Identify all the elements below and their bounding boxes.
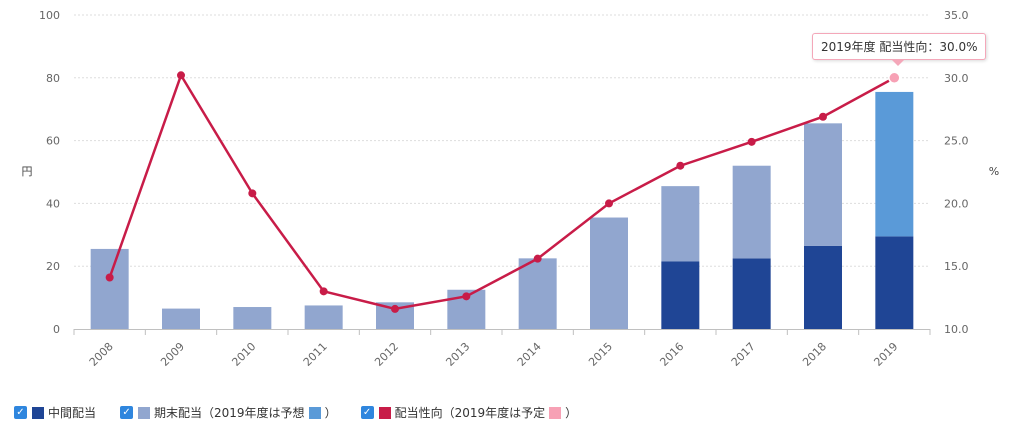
legend: ✓ 中間配当 ✓ 期末配当（2019年度は予想 ） ✓ 配当性向（2019年度は… <box>14 404 601 421</box>
y-tick-right: 20.0 <box>944 197 969 210</box>
legend-label: 中間配当 <box>48 406 97 420</box>
x-tick-label: 2008 <box>87 340 116 369</box>
y-tick-right: 25.0 <box>944 135 969 148</box>
y-tick-left: 20 <box>46 260 60 273</box>
x-tick-label: 2015 <box>586 340 615 369</box>
bar-segment[interactable] <box>162 308 200 329</box>
bar-segment[interactable] <box>804 123 842 246</box>
x-tick-label: 2011 <box>301 340 330 369</box>
y-tick-left: 80 <box>46 72 60 85</box>
x-tick-label: 2018 <box>800 340 829 369</box>
x-tick-label: 2017 <box>729 340 758 369</box>
y-tick-right: 30.0 <box>944 72 969 85</box>
bar-segment[interactable] <box>90 248 129 329</box>
payout-ratio-line <box>105 71 901 313</box>
legend-label: 期末配当（2019年度は予想 <box>154 406 305 420</box>
tooltip: 2019年度 配当性向：30.0% <box>812 33 987 66</box>
line-point[interactable] <box>177 71 185 80</box>
legend-forecast-swatch <box>308 406 321 419</box>
legend-item-payout-ratio[interactable]: ✓ 配当性向（2019年度は予定 ） <box>360 404 578 421</box>
x-tick-label: 2016 <box>657 340 686 369</box>
legend-item-interim[interactable]: ✓ 中間配当 <box>14 404 96 421</box>
bar-segment[interactable] <box>804 245 842 329</box>
y-tick-left: 0 <box>53 323 60 336</box>
y-axis-label-right: % <box>989 165 999 178</box>
payout-ratio-polyline <box>108 72 895 311</box>
line-point[interactable] <box>605 199 613 208</box>
y-tick-right: 15.0 <box>944 260 969 273</box>
y-tick-right: 10.0 <box>944 323 969 336</box>
bar-segment[interactable] <box>732 258 771 329</box>
x-tick-label: 2013 <box>443 340 472 369</box>
x-tick-label: 2012 <box>372 340 401 369</box>
bar-segment[interactable] <box>875 236 914 329</box>
line-point[interactable] <box>819 112 827 121</box>
line-point[interactable] <box>747 137 756 146</box>
x-tick-label: 2019 <box>871 340 900 369</box>
bar-segment[interactable] <box>233 307 272 329</box>
legend-swatch <box>138 406 151 419</box>
y-tick-left: 60 <box>46 135 60 148</box>
x-tick-label: 2014 <box>515 340 544 369</box>
checkbox-checked-icon[interactable]: ✓ <box>120 406 134 419</box>
line-point[interactable] <box>533 254 542 263</box>
line-point[interactable] <box>676 161 685 170</box>
bar-segment[interactable] <box>518 258 557 329</box>
x-tick-label: 2010 <box>229 340 258 369</box>
x-tick-label: 2009 <box>158 340 187 369</box>
bar-segment[interactable] <box>661 186 700 262</box>
y-tick-right: 35.0 <box>944 9 969 22</box>
bar-segment[interactable] <box>304 305 343 329</box>
legend-swatch <box>378 406 391 419</box>
legend-label-suffix: ） <box>565 406 578 420</box>
gridlines <box>74 14 930 267</box>
bar-segment[interactable] <box>590 217 628 329</box>
line-point[interactable] <box>391 304 399 313</box>
line-point[interactable] <box>248 189 257 198</box>
line-point[interactable] <box>462 292 471 301</box>
legend-label: 配当性向（2019年度は予定 <box>394 406 546 420</box>
legend-forecast-swatch <box>549 406 562 419</box>
bar-segment[interactable] <box>875 91 914 237</box>
line-point[interactable] <box>319 287 328 296</box>
dividend-chart: 0 20 40 60 80 100 10.0 15.0 20.0 25.0 30.0 35.0 円 % 20… <box>22 9 1000 369</box>
checkbox-checked-icon[interactable]: ✓ <box>360 406 374 419</box>
line-point[interactable] <box>888 71 901 85</box>
checkbox-checked-icon[interactable]: ✓ <box>14 406 27 419</box>
y-tick-left: 40 <box>46 197 60 210</box>
y-tick-left: 100 <box>39 9 60 22</box>
bar-segment[interactable] <box>661 261 700 329</box>
legend-item-year-end[interactable]: ✓ 期末配当（2019年度は予想 ） <box>120 404 337 421</box>
legend-label-suffix: ） <box>324 406 337 420</box>
line-point[interactable] <box>105 273 114 282</box>
legend-swatch <box>32 406 44 419</box>
y-axis-label-left: 円 <box>22 165 33 178</box>
bar-segment[interactable] <box>732 165 771 259</box>
